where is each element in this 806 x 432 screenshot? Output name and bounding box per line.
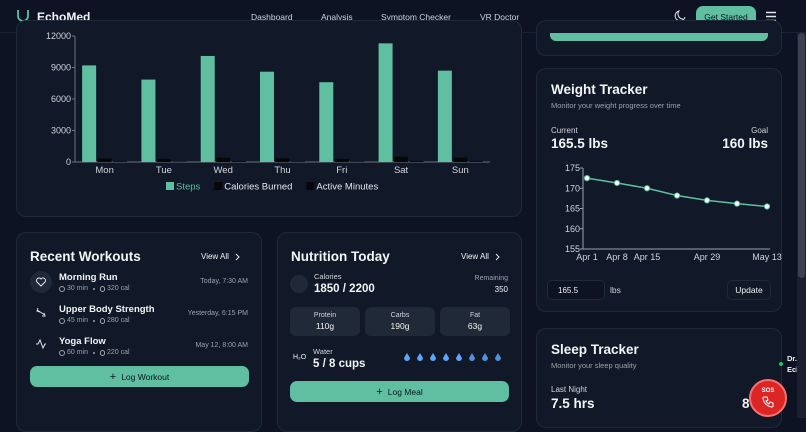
weight-card: Weight Tracker Monitor your weight progr… (536, 68, 782, 312)
card-title: Weight Tracker (551, 82, 648, 97)
macro-label: Protein (290, 312, 360, 319)
activity-card (16, 20, 522, 217)
workout-icon (35, 338, 47, 350)
card-title: Sleep Tracker (551, 342, 639, 357)
plus-icon: + (110, 371, 116, 383)
water-icon: H₂O (293, 354, 306, 361)
macro-label: Fat (440, 312, 510, 319)
card-subtitle: Monitor your weight progress over time (551, 101, 681, 110)
card-title: Recent Workouts (30, 249, 141, 264)
macro-value: 63g (440, 321, 510, 331)
workout-icon (35, 306, 47, 318)
sos-label: SOS (751, 388, 785, 394)
goal-weight: 160 lbs (722, 136, 768, 151)
scroll-thumb[interactable] (798, 33, 805, 278)
separator-dot (93, 320, 95, 322)
last-night-label: Last Night (551, 385, 587, 394)
workout-meta: 30 min 320 cal (59, 285, 130, 292)
water-label: Water (313, 347, 333, 356)
macro-box: Carbs 190g (365, 307, 435, 336)
input-value: 165.5 (558, 286, 578, 295)
view-all-link[interactable]: View All (201, 252, 229, 261)
card-subtitle: Monitor your sleep quality (551, 361, 636, 370)
button-label: Log Workout (121, 372, 169, 382)
phone-icon (762, 396, 774, 408)
unit-label: lbs (610, 285, 621, 295)
card-title: Nutrition Today (291, 249, 390, 264)
calories-value: 1850 / 2200 (314, 283, 375, 295)
chevron (235, 253, 241, 261)
flame-icon (100, 350, 105, 356)
plus-icon: + (376, 386, 382, 398)
macro-box: Protein 110g (290, 307, 360, 336)
sleep-card: Sleep Tracker Monitor your sleep quality… (536, 328, 782, 428)
clock-icon (59, 350, 65, 356)
last-night-value: 7.5 hrs (551, 396, 595, 411)
workout-meta: 60 min 220 cal (59, 349, 130, 356)
workout-time: Yesterday, 6:15 PM (188, 310, 248, 317)
clock-icon (59, 318, 65, 324)
separator-dot (93, 352, 95, 354)
chevron (495, 253, 501, 261)
workout-meta: 45 min 280 cal (59, 317, 130, 324)
macro-label: Carbs (365, 312, 435, 319)
remaining-value: 350 (495, 285, 508, 294)
workout-calories: 220 cal (107, 349, 130, 356)
flame-icon (100, 318, 105, 324)
workout-duration: 30 min (67, 285, 88, 292)
workout-name: Morning Run (59, 272, 118, 283)
water-drops (403, 352, 513, 364)
current-weight: 165.5 lbs (551, 136, 608, 151)
log-meal-button[interactable]: + Log Meal (290, 381, 509, 402)
calories-label: Calories (314, 272, 342, 281)
log-workout-button[interactable]: + Log Workout (30, 366, 249, 387)
flame-icon (100, 286, 105, 292)
status-dot (779, 362, 783, 366)
button-label: Log Meal (388, 387, 423, 397)
separator-dot (93, 288, 95, 290)
workout-duration: 60 min (67, 349, 88, 356)
weight-input[interactable]: 165.5 (547, 280, 605, 300)
workout-duration: 45 min (67, 317, 88, 324)
workout-name: Upper Body Strength (59, 304, 155, 315)
sos-button[interactable]: SOS (749, 379, 787, 417)
workout-calories: 320 cal (107, 285, 130, 292)
calories-icon (290, 275, 308, 293)
doctor-label: Dr. (787, 354, 797, 363)
workout-icon (30, 271, 52, 293)
view-all-link[interactable]: View All (461, 252, 489, 261)
workout-name: Yoga Flow (59, 336, 106, 347)
macro-value: 110g (290, 321, 360, 331)
workout-time: Today, 7:30 AM (200, 278, 248, 285)
scrollbar (797, 33, 806, 418)
workout-time: May 12, 8:00 AM (195, 342, 248, 349)
water-value: 5 / 8 cups (313, 358, 365, 370)
remaining-label: Remaining (475, 275, 508, 282)
clock-icon (59, 286, 65, 292)
current-label: Current (551, 126, 578, 135)
update-button[interactable]: Update (727, 280, 771, 300)
nutrition-card: Nutrition Today View All Calories 1850 /… (277, 232, 522, 432)
goal-label: Goal (751, 126, 768, 135)
page: EchoMed Dashboard Analysis Symptom Check… (0, 0, 806, 418)
workouts-card: Recent Workouts View All Morning Run 30 m… (16, 232, 262, 432)
macro-value: 190g (365, 321, 435, 331)
workout-calories: 280 cal (107, 317, 130, 324)
button-partial[interactable] (550, 33, 768, 41)
macro-box: Fat 63g (440, 307, 510, 336)
